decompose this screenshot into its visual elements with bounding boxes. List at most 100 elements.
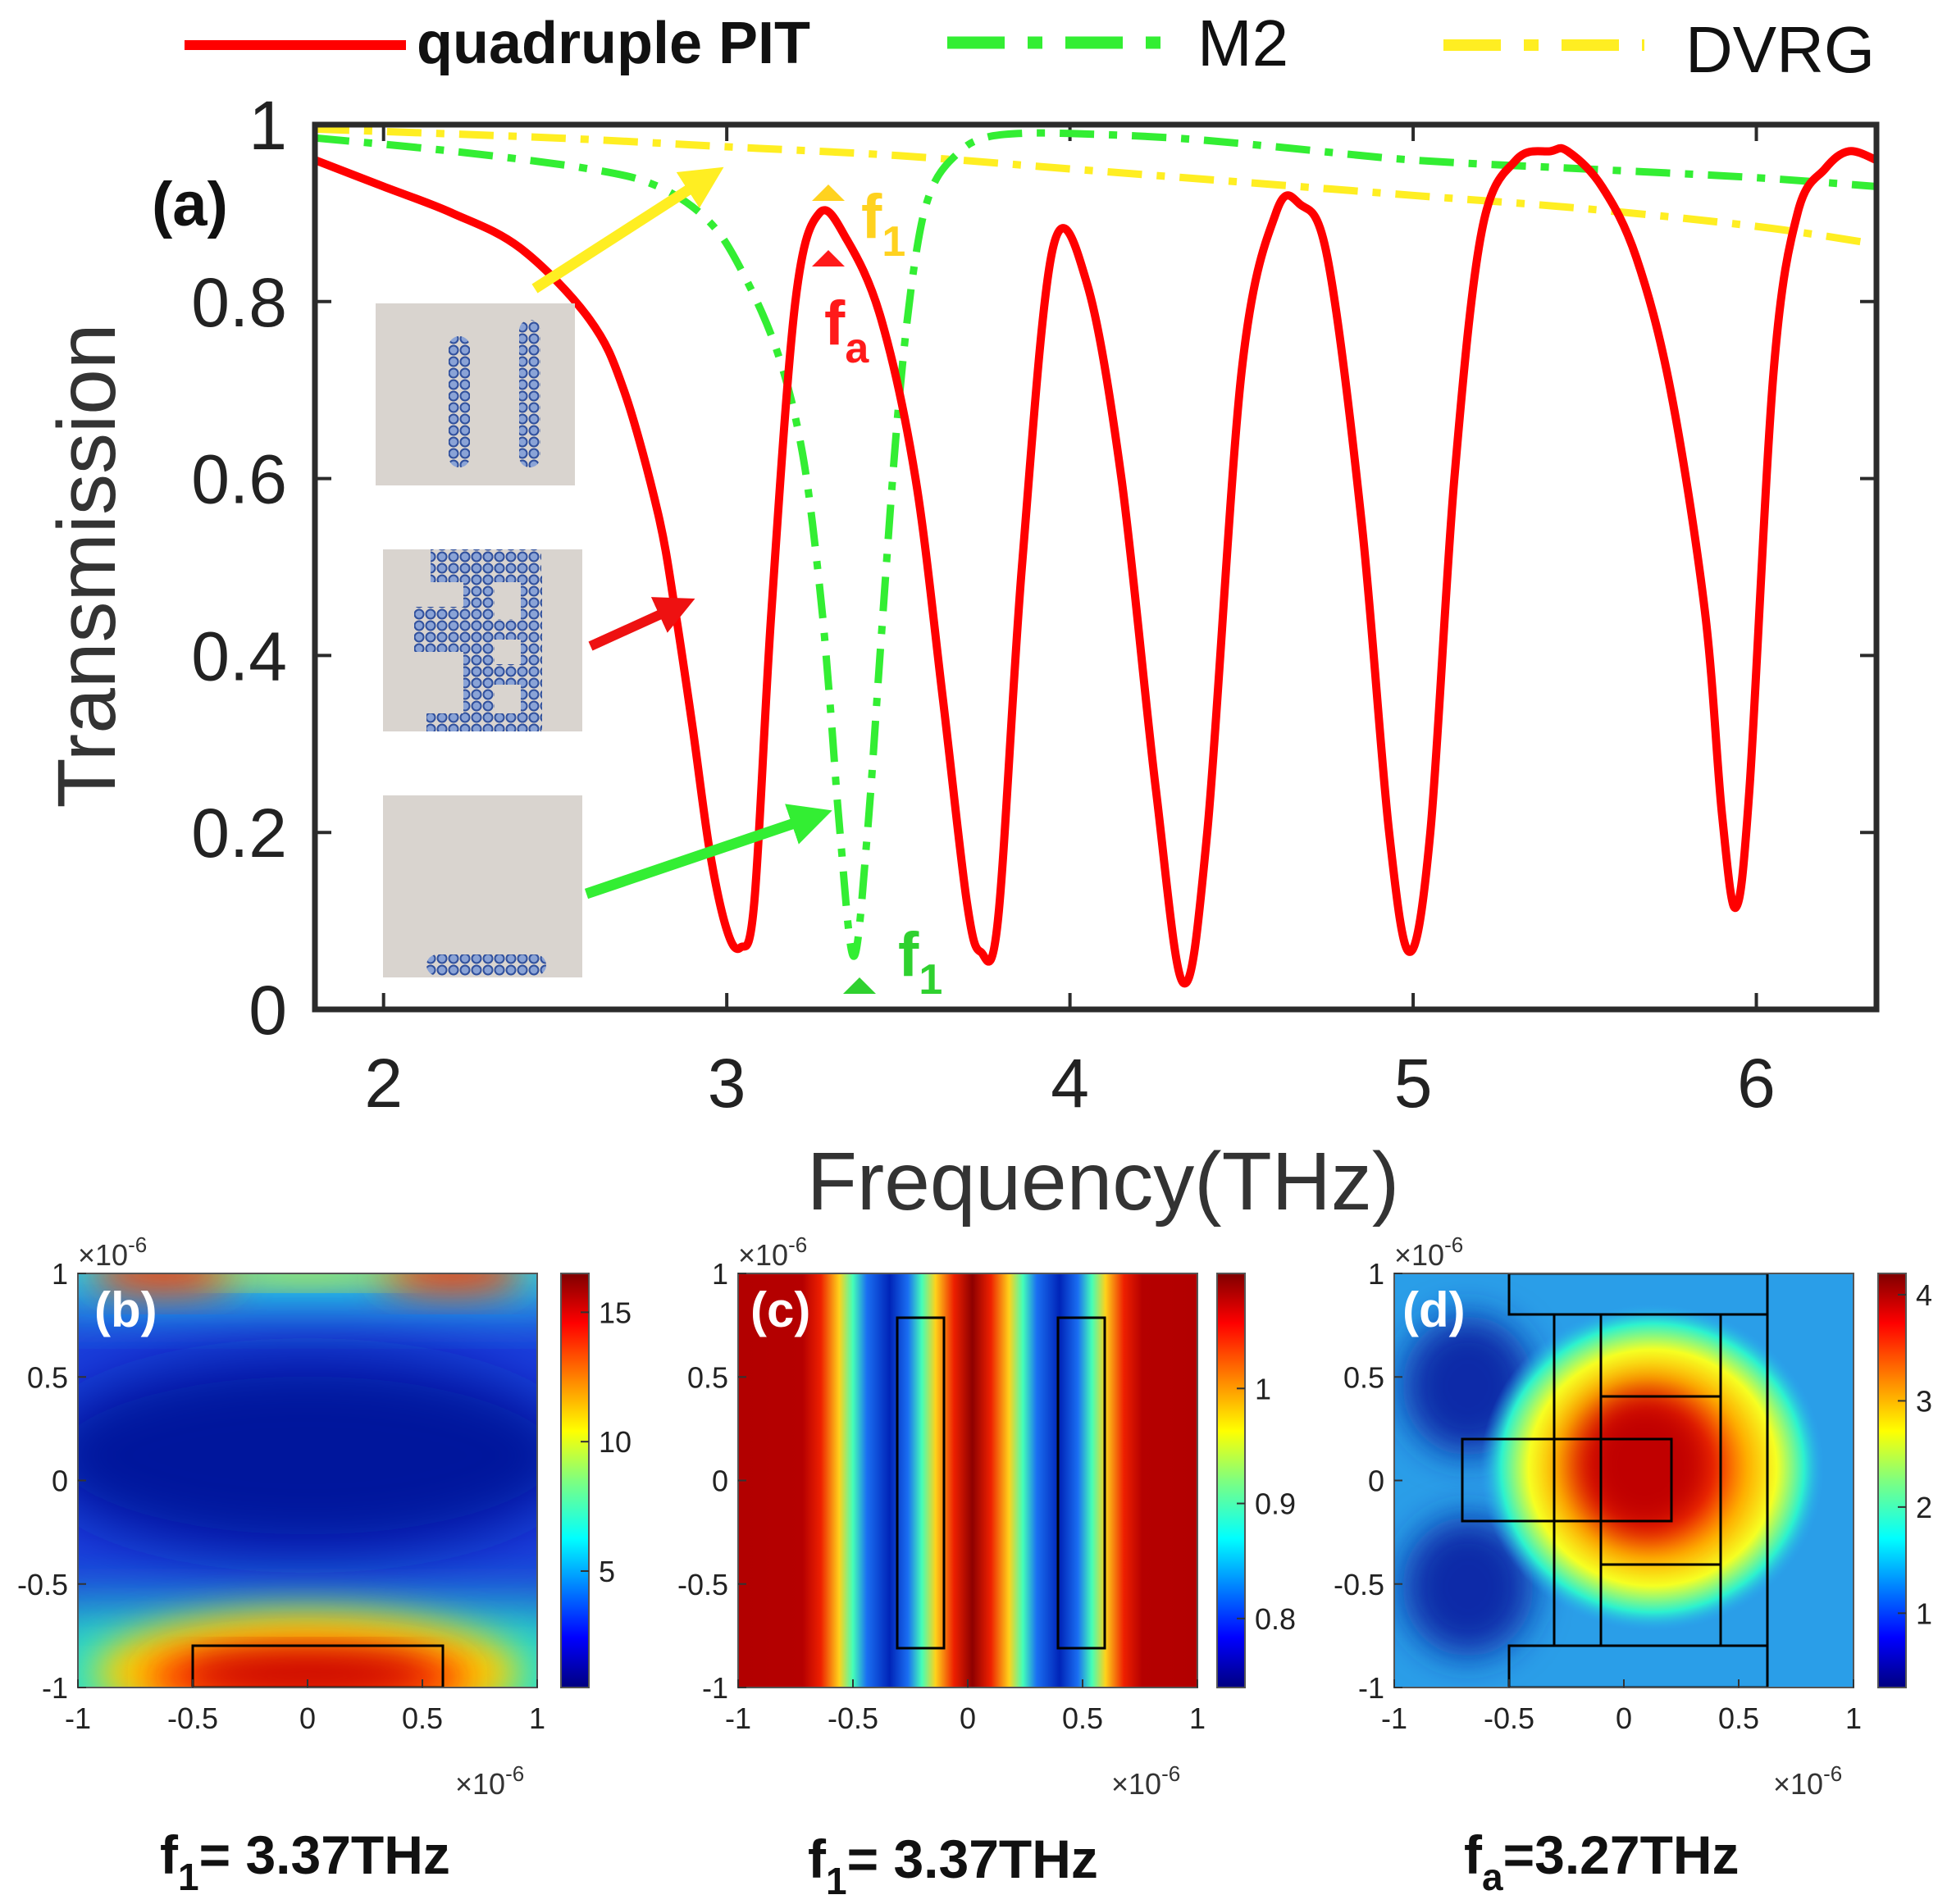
panel-a-ytick-label: 0.2 [191, 795, 287, 872]
colorbar-tick-label: 5 [599, 1555, 615, 1588]
colorbar-tick-label: 4 [1916, 1278, 1932, 1312]
inset-dvrg-structure [376, 303, 575, 485]
heatmap-ytick-label: 0.5 [1343, 1360, 1384, 1394]
heatmap-ytick-label: -0.5 [677, 1568, 728, 1601]
annotation-f1-green: f1 [898, 920, 942, 1004]
series-dvrg [315, 125, 1876, 248]
legend-label-quadruple-pit: quadruple PIT [417, 11, 810, 76]
panel-c-structure-left [896, 1316, 946, 1650]
colorbar-tick-label: 1 [1255, 1372, 1271, 1405]
panel-c-scale-top: ×10-6 [738, 1232, 807, 1272]
heatmap-xtick-label: 0.5 [1062, 1701, 1103, 1735]
panel-a-ytick-label: 1 [249, 87, 287, 164]
panel-d-colorbar-ticks: 1 2 3 4 [1898, 1278, 1932, 1630]
panel-d-caption: fa=3.27THz [1464, 1824, 1740, 1898]
panel-c-label: (c) [750, 1282, 810, 1337]
arrow-pit [588, 597, 695, 651]
panel-b: -1 -0.5 0 0.5 1 -1 -0.5 0 0.5 1 5 10 15 (b) ×10-6 ×… [17, 1232, 632, 1898]
panel-a-xtick-label: 4 [1051, 1045, 1089, 1122]
heatmap-xtick-label: -1 [725, 1701, 751, 1735]
panel-b-caption: f1= 3.37THz [160, 1824, 450, 1898]
panel-d-axes: -1 -0.5 0 0.5 1 -1 -0.5 0 0.5 1 [1334, 1257, 1862, 1735]
annotation-fa-red: fa [824, 289, 869, 372]
heatmap-ytick-label: -1 [702, 1671, 728, 1705]
heatmap-ytick-label: -1 [42, 1671, 68, 1705]
panel-a-series [315, 125, 1876, 988]
heatmap-ytick-label: 0 [52, 1464, 68, 1498]
panel-a: 2 3 4 5 6 0 0.2 0.4 0.6 0.8 1 Frequency(THz) Trans… [41, 87, 1880, 1228]
colorbar-tick-label: 10 [599, 1425, 632, 1459]
colorbar-tick-label: 3 [1916, 1384, 1932, 1418]
marker-f1-dvrg [812, 184, 845, 201]
panel-b-scale-top: ×10-6 [78, 1232, 147, 1272]
colorbar-tick-label: 0.8 [1255, 1602, 1296, 1636]
heatmap-ytick-label: 0.5 [27, 1360, 68, 1394]
heatmap-xtick-label: 1 [1189, 1701, 1206, 1735]
arrow-m2 [584, 804, 832, 900]
heatmap-ytick-label: -0.5 [1334, 1568, 1384, 1601]
panel-c-structure-right [1056, 1316, 1106, 1650]
panel-d-structure-stub [1461, 1437, 1673, 1523]
panel-c-axes: -1 -0.5 0 0.5 1 -1 -0.5 0 0.5 1 [677, 1257, 1206, 1735]
heatmap-xtick-label: -0.5 [167, 1701, 218, 1735]
panel-b-colorbar [560, 1273, 590, 1688]
panel-d-scale-top: ×10-6 [1394, 1232, 1463, 1272]
panel-a-xtick-label: 6 [1737, 1045, 1776, 1122]
heatmap-ytick-label: 0.5 [687, 1360, 728, 1394]
colorbar-tick-label: 0.9 [1255, 1487, 1296, 1521]
annotation-f1-yellow: f1 [861, 182, 905, 266]
colorbar-tick-label: 1 [1916, 1597, 1932, 1630]
panel-a-plot-frame [312, 121, 1880, 1013]
heatmap-ytick-label: -1 [1358, 1671, 1384, 1705]
colorbar-tick-label: 2 [1916, 1491, 1932, 1524]
panel-a-tick-labels: 2 3 4 5 6 0 0.2 0.4 0.6 0.8 1 [191, 87, 1776, 1122]
panel-d-scale-right: ×10-6 [1773, 1761, 1842, 1801]
panel-c: -1 -0.5 0 0.5 1 -1 -0.5 0 0.5 1 0.8 0.9 1 (c) ×10-6… [677, 1232, 1296, 1902]
panel-a-xtick-label: 5 [1394, 1045, 1433, 1122]
panel-a-ytick-label: 0.8 [191, 264, 287, 341]
panel-a-label: (a) [152, 170, 228, 239]
heatmap-xtick-label: 0.5 [1718, 1701, 1759, 1735]
panel-a-ytick-label: 0 [249, 972, 287, 1049]
inset-m2-structure [383, 795, 582, 977]
panel-b-label: (b) [94, 1282, 157, 1337]
panel-a-ylabel: Transmission [41, 324, 133, 809]
inset-pit-structure [383, 549, 582, 731]
heatmap-xtick-label: 0 [1616, 1701, 1632, 1735]
heatmap-ytick-label: -0.5 [17, 1568, 68, 1601]
heatmap-xtick-label: 0.5 [402, 1701, 443, 1735]
panel-a-xtick-label: 2 [364, 1045, 403, 1122]
heatmap-xtick-label: 1 [529, 1701, 545, 1735]
panel-a-ytick-label: 0.6 [191, 441, 287, 518]
heatmap-xtick-label: -1 [65, 1701, 91, 1735]
heatmap-ytick-label: 1 [712, 1257, 728, 1291]
panel-d-structure-inner [1599, 1395, 1722, 1566]
panel-c-caption: f1= 3.37THz [808, 1829, 1098, 1902]
heatmap-xtick-label: 0 [960, 1701, 976, 1735]
heatmap-xtick-label: 1 [1845, 1701, 1862, 1735]
panel-c-colorbar-ticks: 0.8 0.9 1 [1237, 1372, 1296, 1636]
panel-d-label: (d) [1402, 1282, 1466, 1337]
heatmap-xtick-label: 0 [299, 1701, 316, 1735]
series-quadruple-pit [315, 143, 1876, 988]
heatmap-xtick-label: -1 [1381, 1701, 1407, 1735]
series-m2 [315, 129, 1876, 960]
panel-d-colorbar [1877, 1273, 1907, 1688]
legend: quadruple PIT M2 DVRG [185, 7, 1875, 86]
panel-c-scale-right: ×10-6 [1111, 1761, 1180, 1801]
panel-b-colorbar-ticks: 5 10 15 [581, 1296, 632, 1588]
arrow-dvrg [531, 166, 724, 294]
panel-a-ytick-label: 0.4 [191, 617, 287, 695]
legend-label-m2: M2 [1197, 7, 1288, 80]
panel-b-axes: -1 -0.5 0 0.5 1 -1 -0.5 0 0.5 1 [17, 1257, 545, 1735]
panel-b-structure-outline [191, 1644, 445, 1688]
panel-b-scale-right: ×10-6 [455, 1761, 524, 1801]
heatmap-xtick-label: -0.5 [1484, 1701, 1534, 1735]
heatmap-ytick-label: 0 [1368, 1464, 1384, 1498]
colorbar-tick-label: 15 [599, 1296, 632, 1329]
heatmap-ytick-label: 0 [712, 1464, 728, 1498]
panel-d: -1 -0.5 0 0.5 1 -1 -0.5 0 0.5 1 1 2 3 4 (d) ×10-6 ×1… [1334, 1232, 1932, 1898]
heatmap-xtick-label: -0.5 [828, 1701, 878, 1735]
legend-label-dvrg: DVRG [1685, 13, 1875, 86]
